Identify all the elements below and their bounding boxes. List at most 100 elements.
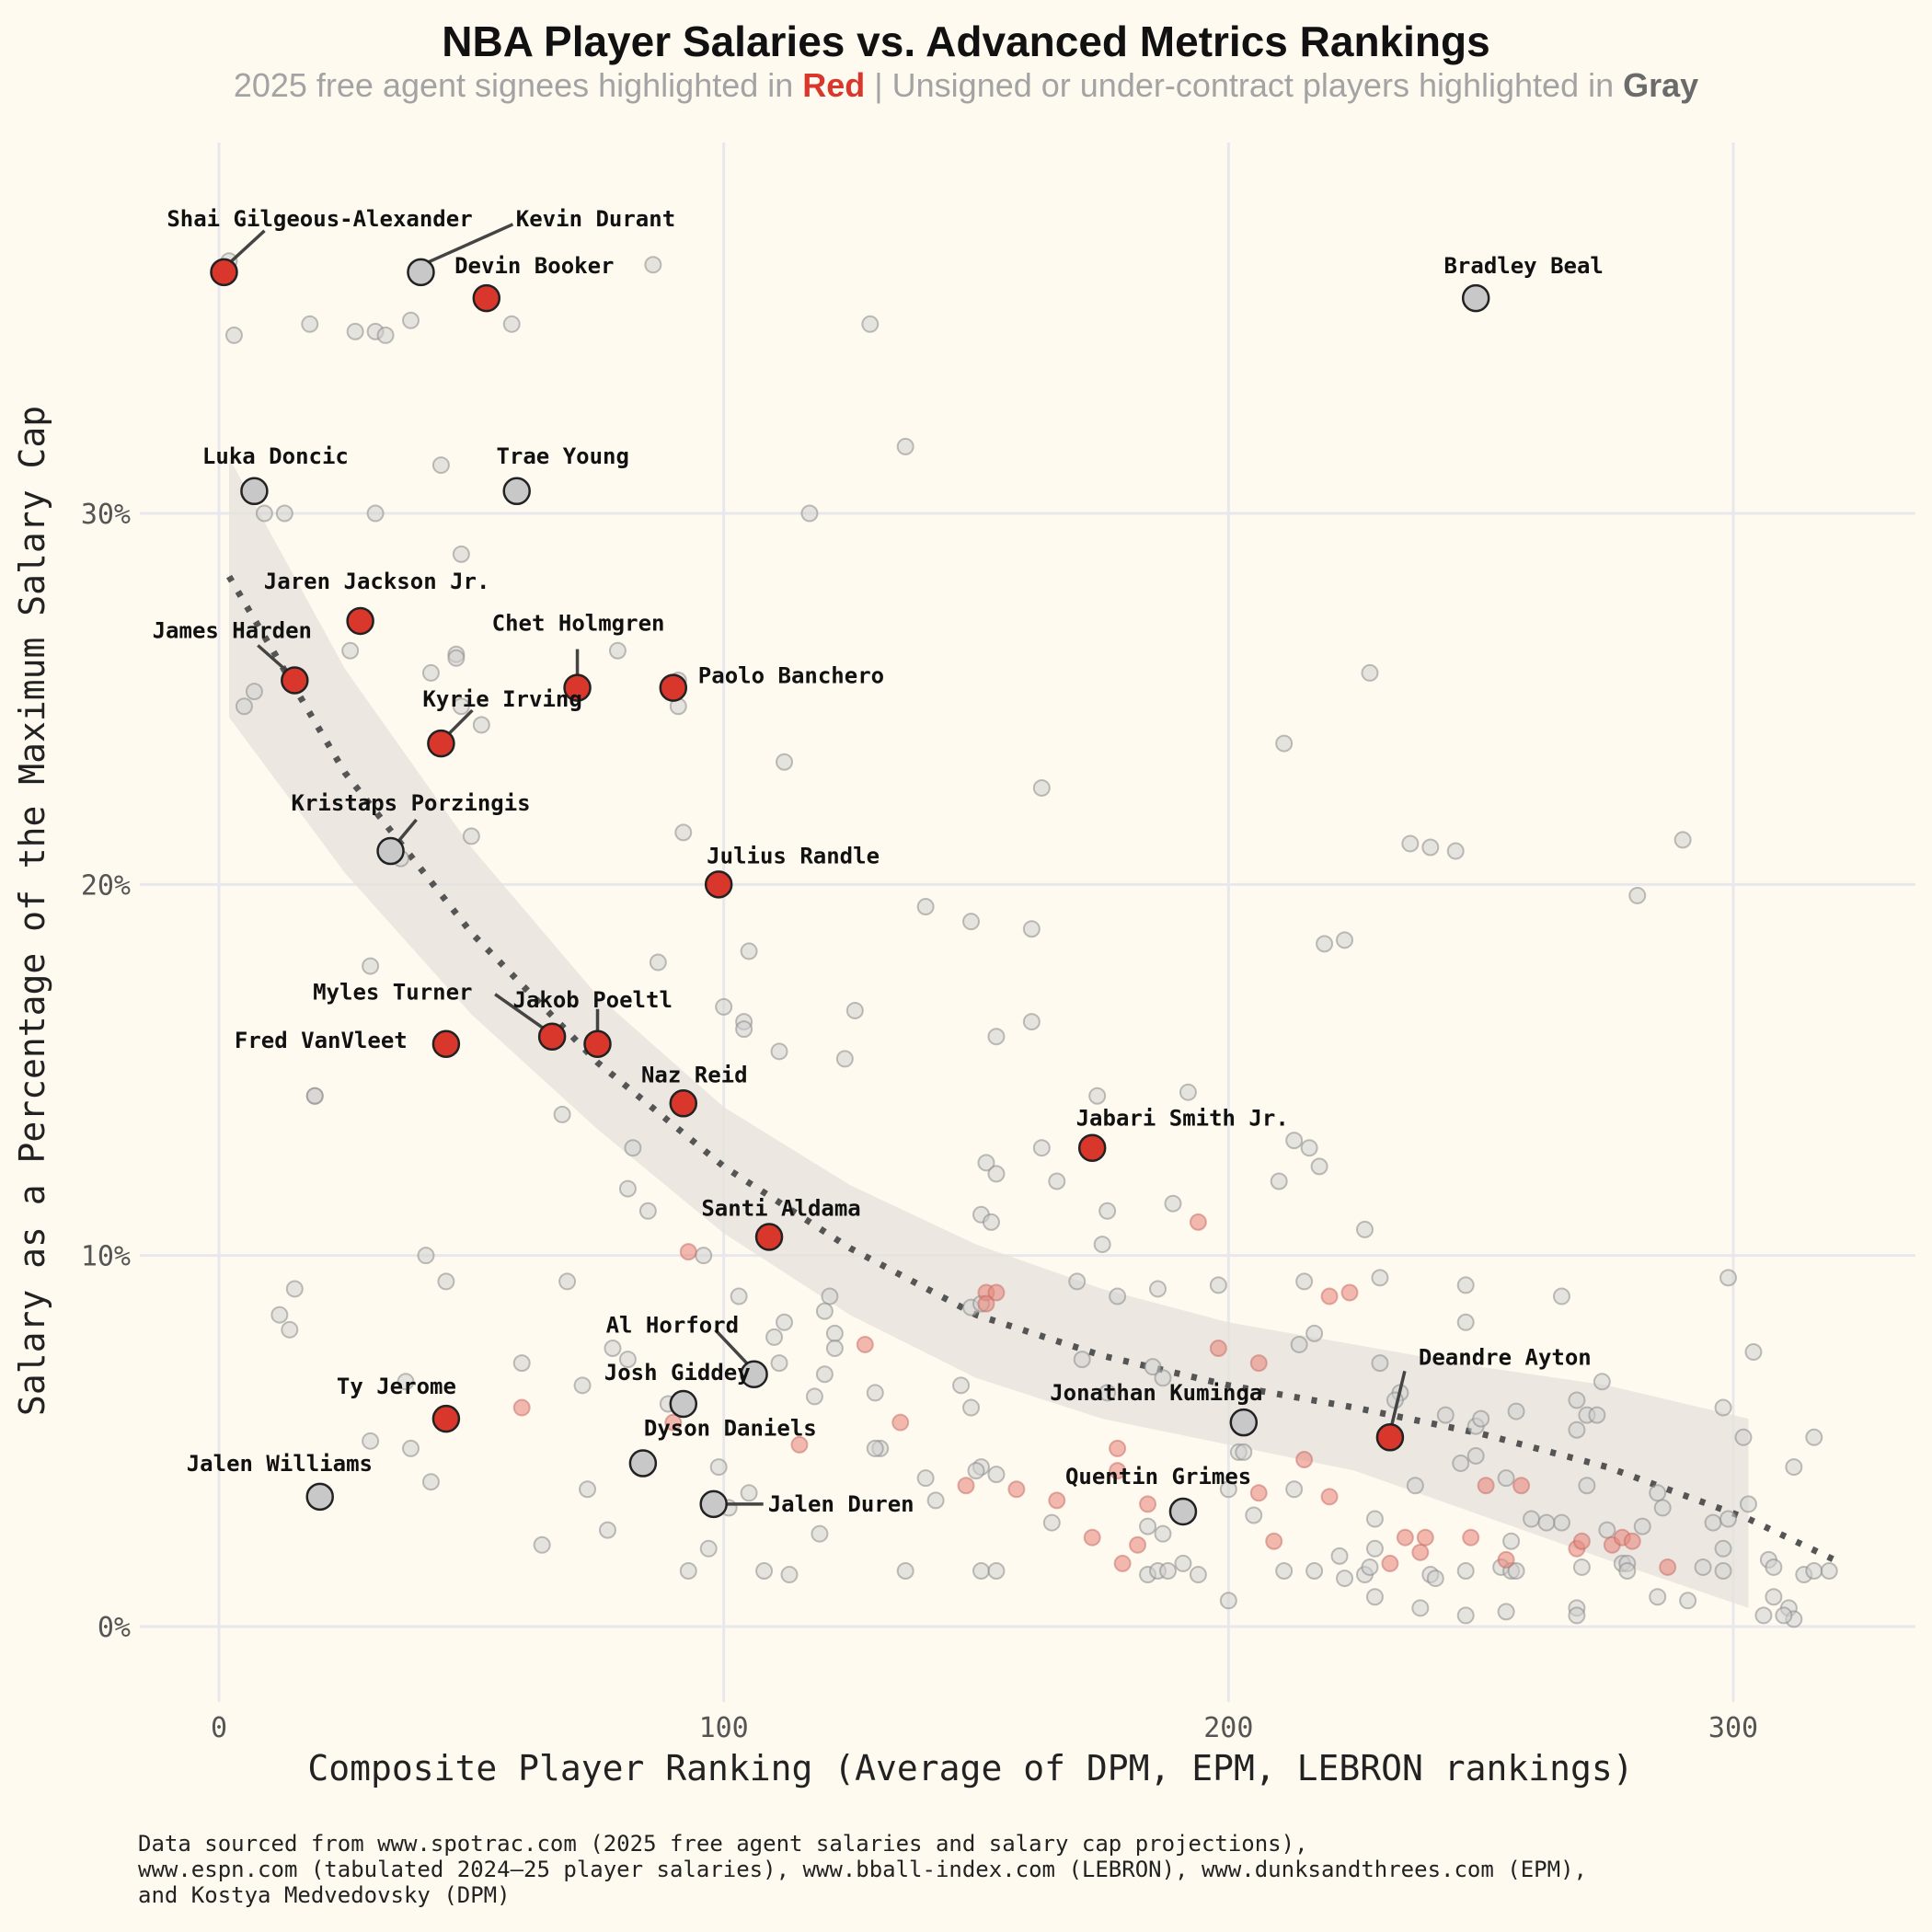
- highlighted-point: [740, 1360, 768, 1388]
- background-point-gray: [926, 1491, 945, 1510]
- background-point-gray: [825, 1340, 844, 1357]
- background-point-gray: [825, 1324, 844, 1342]
- background-point-gray: [952, 1376, 971, 1395]
- background-point-gray: [1714, 1539, 1732, 1558]
- label-leader-lines: [228, 223, 1407, 1506]
- background-point-red: [987, 1283, 1006, 1302]
- trend-line: [225, 574, 1836, 1563]
- background-point-gray: [1507, 1562, 1525, 1580]
- y-tick-label: 30%: [81, 499, 131, 531]
- background-point-gray: [1411, 1599, 1430, 1617]
- background-point-gray: [1305, 1562, 1324, 1580]
- player-label: Kyrie Irving: [422, 686, 581, 712]
- background-point-red: [1209, 1340, 1227, 1357]
- background-point-red: [512, 1398, 531, 1417]
- background-point-gray: [447, 649, 466, 667]
- background-point-gray: [1497, 1469, 1515, 1488]
- background-point-gray: [1714, 1398, 1732, 1417]
- player-label: Jakob Poeltl: [513, 987, 673, 1013]
- background-point-gray: [1371, 1354, 1389, 1373]
- background-point-gray: [1578, 1477, 1596, 1495]
- background-point-red: [1109, 1439, 1127, 1457]
- background-point-gray: [967, 1462, 985, 1480]
- background-point-red: [1411, 1543, 1430, 1561]
- background-point-gray: [866, 1439, 884, 1457]
- highlighted-point: [1229, 1408, 1259, 1437]
- background-point-gray: [301, 315, 319, 333]
- highlighted-point: [754, 1223, 784, 1251]
- player-label: Shai Gilgeous-Alexander: [167, 206, 472, 232]
- background-point-gray: [1022, 920, 1041, 938]
- highlighted-point: [240, 477, 269, 506]
- player-label: Dyson Daniels: [644, 1416, 817, 1442]
- background-point-gray: [1588, 1406, 1606, 1424]
- background-point-gray: [962, 913, 981, 931]
- background-point-gray: [1719, 1510, 1738, 1528]
- background-point-gray: [1174, 1554, 1192, 1572]
- background-point-gray: [275, 504, 293, 523]
- highlighted-point: [1375, 1423, 1405, 1452]
- subtitle-middle: | Unsigned or under-contract players hig…: [865, 66, 1624, 104]
- player-label: Fred VanVleet: [235, 1028, 408, 1053]
- background-point-gray: [1361, 1558, 1379, 1576]
- background-point-gray: [811, 1524, 829, 1543]
- subtitle-gray-word: Gray: [1623, 66, 1699, 104]
- background-point-red: [1139, 1495, 1157, 1513]
- background-point-red: [1396, 1528, 1414, 1547]
- highlighted-point: [210, 258, 238, 287]
- background-point-red: [664, 1413, 683, 1432]
- background-point-gray: [421, 663, 440, 682]
- background-point-gray: [1568, 1420, 1586, 1439]
- caption-line: www.espn.com (tabulated 2024–25 player s…: [138, 1857, 1587, 1882]
- background-point-red: [1083, 1528, 1101, 1547]
- background-point-gray: [1765, 1558, 1783, 1576]
- background-point-gray: [1330, 1547, 1349, 1565]
- background-point-gray: [401, 311, 420, 329]
- player-label: Julius Randle: [707, 843, 880, 868]
- background-point-gray: [1649, 1588, 1667, 1606]
- background-point-gray: [962, 1398, 981, 1417]
- background-point-gray: [1139, 1517, 1157, 1535]
- background-point-gray: [1618, 1562, 1637, 1580]
- highlighted-point: [281, 666, 309, 695]
- background-point-gray: [709, 1458, 728, 1477]
- background-point-gray: [1300, 1139, 1318, 1157]
- subtitle-prefix: 2025 free agent signees highlighted in: [233, 66, 803, 104]
- highlighted-point: [431, 1029, 461, 1059]
- label-leader-line: [447, 708, 474, 736]
- background-point-gray: [866, 1384, 884, 1402]
- y-tick-label: 10%: [81, 1241, 131, 1273]
- background-point-gray: [1785, 1458, 1803, 1477]
- caption-line: and Kostya Medvedovsky (DPM): [138, 1882, 511, 1908]
- background-point-gray: [1820, 1562, 1838, 1580]
- background-point-red: [1416, 1528, 1434, 1547]
- background-point-gray: [1421, 838, 1440, 857]
- background-point-red: [1249, 1484, 1268, 1502]
- background-point-gray: [1365, 1539, 1384, 1558]
- background-point-gray: [1497, 1603, 1515, 1621]
- label-leader-line: [397, 818, 418, 844]
- player-label: James Harden: [153, 618, 312, 644]
- background-point-red: [891, 1413, 910, 1432]
- highlighted-points: [210, 258, 1490, 1526]
- background-point-gray: [1098, 1202, 1117, 1220]
- x-axis-label: Composite Player Ranking (Average of DPM…: [307, 1748, 1633, 1788]
- highlighted-point: [376, 836, 405, 866]
- background-point-gray: [765, 1328, 784, 1346]
- background-point-red: [957, 1477, 975, 1495]
- background-point-gray: [987, 1562, 1006, 1580]
- highlighted-point: [407, 258, 435, 287]
- background-point-gray: [780, 1566, 799, 1584]
- background-point-gray: [1426, 1570, 1444, 1588]
- player-label: Trae Young: [496, 443, 629, 469]
- highlighted-point: [472, 283, 501, 313]
- background-point-gray: [579, 1480, 597, 1499]
- background-point-gray: [573, 1376, 592, 1395]
- background-point-gray: [638, 1202, 657, 1220]
- background-point-gray: [1628, 886, 1647, 904]
- background-point-gray: [861, 315, 880, 333]
- background-point-red: [1295, 1451, 1314, 1468]
- background-point-gray: [644, 256, 662, 274]
- background-point-gray: [674, 823, 693, 842]
